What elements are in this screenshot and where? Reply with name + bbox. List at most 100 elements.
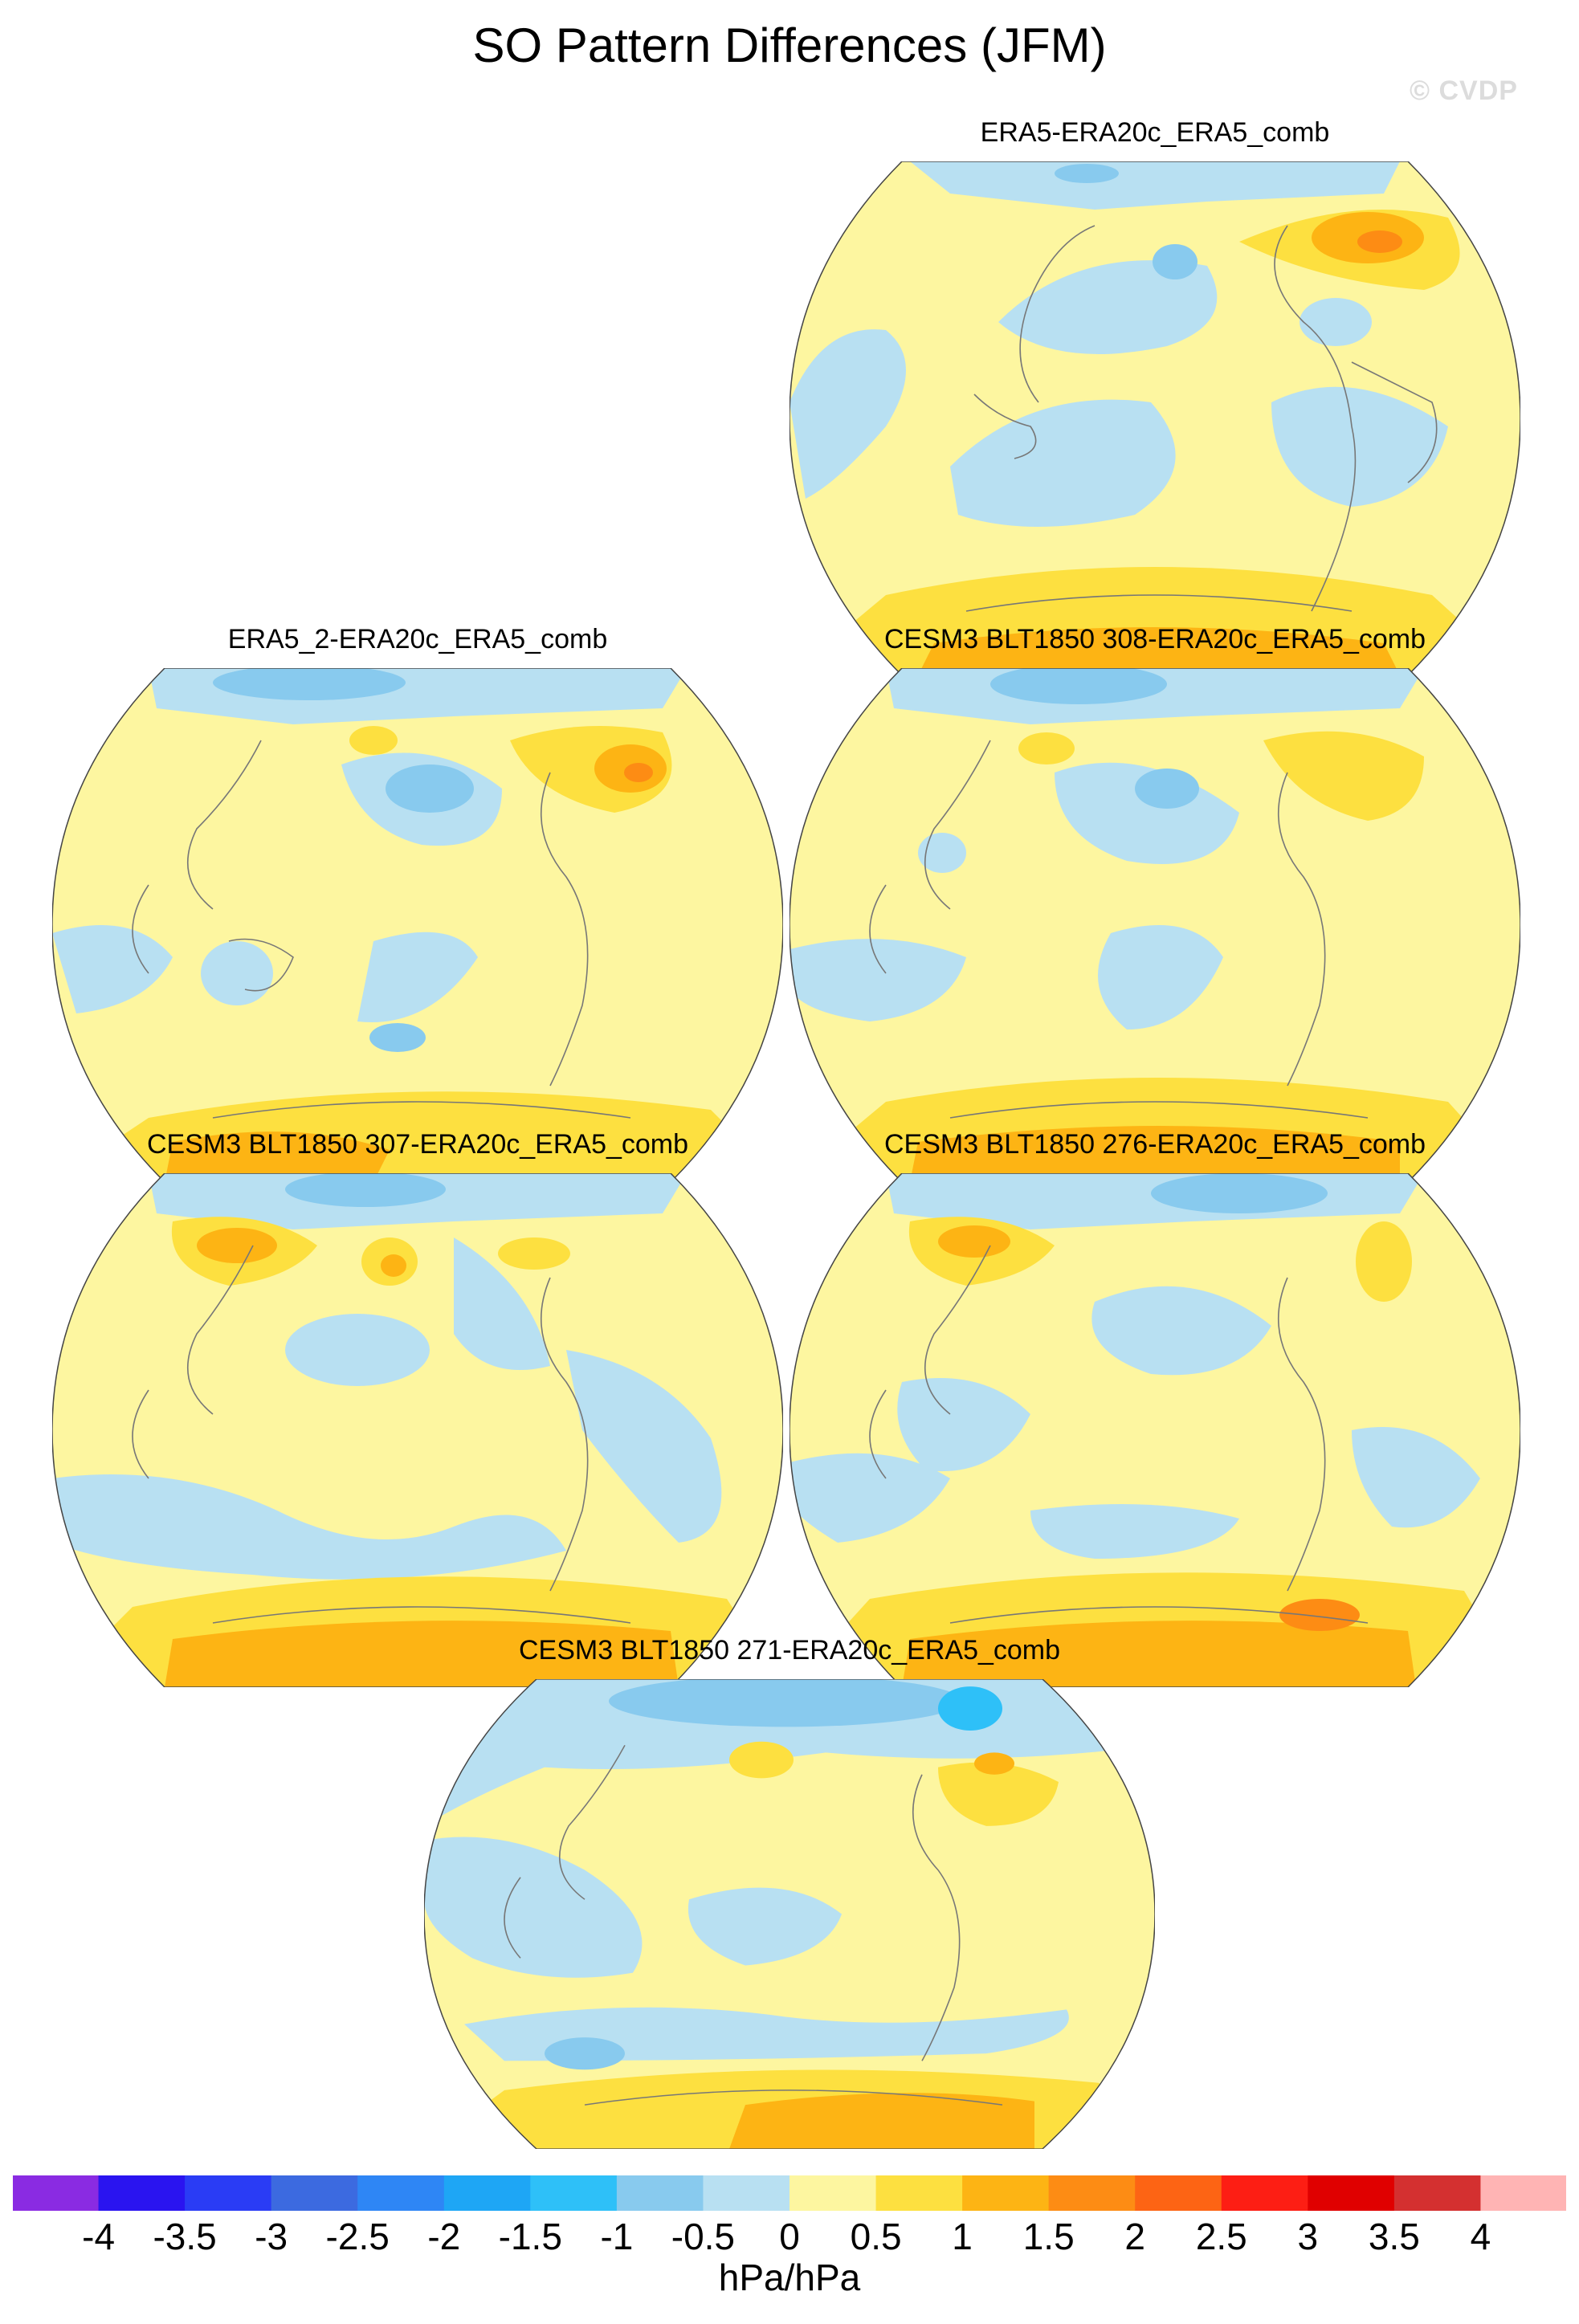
colorbar-swatch bbox=[1135, 2175, 1222, 2212]
negative-anomaly bbox=[285, 1314, 430, 1386]
negative-anomaly bbox=[1030, 1504, 1239, 1559]
map-border bbox=[52, 1173, 783, 1687]
negative-anomaly-core bbox=[285, 1173, 446, 1207]
colorbar-swatch bbox=[962, 2175, 1050, 2212]
watermark: © CVDP bbox=[1410, 75, 1518, 106]
robinson-map bbox=[790, 668, 1520, 1182]
colorbar-swatch bbox=[1480, 2175, 1567, 2212]
colorbar-tick-label: -0.5 bbox=[671, 2216, 736, 2257]
colorbar-tick-label: -1 bbox=[600, 2216, 634, 2257]
colorbar-swatch bbox=[357, 2175, 445, 2212]
colorbar-swatch bbox=[616, 2175, 704, 2212]
negative-anomaly-core bbox=[369, 1023, 426, 1052]
negative-anomaly bbox=[566, 1350, 722, 1543]
colorbar-tick-label: -1.5 bbox=[498, 2216, 562, 2257]
negative-anomaly bbox=[998, 260, 1218, 354]
positive-anomaly bbox=[1018, 732, 1075, 764]
negative-anomaly-core bbox=[1055, 164, 1119, 183]
colorbar-swatch bbox=[271, 2175, 358, 2212]
map-panel-6: CESM3 BLT1850 271-ERA20c_ERA5_comb bbox=[424, 1634, 1155, 2212]
negative-anomaly-core bbox=[386, 764, 474, 813]
positive-anomaly bbox=[1263, 731, 1424, 821]
positive-anomaly-core bbox=[729, 2093, 1034, 2149]
negative-anomaly bbox=[790, 329, 906, 499]
negative-anomaly bbox=[897, 1378, 1030, 1472]
positive-anomaly-core bbox=[165, 1131, 390, 1182]
colorbar-tick-label: -4 bbox=[82, 2216, 116, 2257]
colorbar-tick-label: 3 bbox=[1297, 2216, 1319, 2257]
positive-anomaly bbox=[349, 726, 398, 755]
negative-anomaly bbox=[1098, 925, 1223, 1029]
map-panel-1: ERA5-ERA20c_ERA5_comb bbox=[790, 116, 1520, 695]
negative-anomaly bbox=[454, 1237, 550, 1370]
map-border bbox=[52, 668, 783, 1182]
colorbar-swatch bbox=[1221, 2175, 1308, 2212]
coastlines bbox=[504, 1744, 1003, 2106]
colorbar-swatch bbox=[1393, 2175, 1481, 2212]
map-panel-3: CESM3 BLT1850 308-ERA20c_ERA5_comb bbox=[790, 623, 1520, 1201]
colorbar bbox=[12, 2175, 1567, 2212]
negative-anomaly bbox=[910, 161, 1400, 210]
negative-anomaly bbox=[687, 1887, 842, 1966]
negative-anomaly bbox=[357, 932, 478, 1022]
positive-anomaly-core bbox=[918, 627, 1400, 675]
colorbar-swatch bbox=[790, 2175, 877, 2212]
positive-anomaly-core bbox=[165, 1621, 679, 1687]
colorbar-swatch bbox=[875, 2175, 963, 2212]
map-panel-2: ERA5_2-ERA20c_ERA5_comb bbox=[52, 623, 783, 1201]
panel-title: ERA5_2-ERA20c_ERA5_comb bbox=[227, 624, 608, 654]
positive-anomaly bbox=[938, 1762, 1059, 1826]
negative-anomaly bbox=[790, 939, 966, 1021]
panel-title: CESM3 BLT1850 276-ERA20c_ERA5_comb bbox=[883, 1129, 1426, 1160]
colorbar-tick-label: 1.5 bbox=[1022, 2216, 1075, 2257]
colorbar-tick-label: 1 bbox=[952, 2216, 973, 2257]
colorbar-swatch bbox=[1048, 2175, 1136, 2212]
negative-anomaly bbox=[1091, 1286, 1271, 1376]
robinson-map bbox=[790, 1173, 1520, 1687]
colorbar-swatch bbox=[1308, 2175, 1395, 2212]
positive-anomaly-core bbox=[938, 1225, 1010, 1258]
negative-anomaly bbox=[1300, 298, 1372, 346]
positive-anomaly-core bbox=[910, 1126, 1400, 1182]
negative-anomaly-core bbox=[990, 668, 1167, 704]
robinson-map bbox=[790, 161, 1520, 675]
panel-title: CESM3 BLT1850 307-ERA20c_ERA5_comb bbox=[146, 1129, 689, 1160]
positive-anomaly bbox=[498, 1237, 570, 1270]
negative-anomaly bbox=[1352, 1427, 1480, 1528]
negative-anomaly-core bbox=[1153, 244, 1198, 279]
colorbar-tick-label: -2 bbox=[427, 2216, 461, 2257]
colorbar-tick-label: -3 bbox=[255, 2216, 288, 2257]
map-border bbox=[424, 1679, 1155, 2149]
colorbar-tick-label: 3.5 bbox=[1368, 2216, 1420, 2257]
positive-anomaly bbox=[729, 1741, 794, 1779]
colorbar-tick-label: -3.5 bbox=[153, 2216, 217, 2257]
negative-anomaly-strong bbox=[938, 1686, 1002, 1731]
coastlines bbox=[869, 1245, 1369, 1624]
negative-anomaly bbox=[950, 399, 1176, 527]
figure-title: SO Pattern Differences (JFM) bbox=[472, 18, 1107, 72]
colorbar-tick-label: 4 bbox=[1470, 2216, 1491, 2257]
positive-anomaly-peak bbox=[1357, 230, 1402, 253]
panel-title: ERA5-ERA20c_ERA5_comb bbox=[980, 117, 1330, 148]
positive-anomaly-core bbox=[197, 1228, 277, 1263]
positive-anomaly-core bbox=[381, 1254, 406, 1277]
coastlines bbox=[869, 740, 1369, 1119]
colorbar-tick-label: -2.5 bbox=[325, 2216, 390, 2257]
negative-anomaly bbox=[52, 925, 173, 1013]
coastlines bbox=[132, 1245, 631, 1624]
robinson-map bbox=[52, 1173, 783, 1687]
colorbar-tick-label: 2 bbox=[1124, 2216, 1145, 2257]
negative-anomaly bbox=[201, 941, 273, 1005]
negative-anomaly-core bbox=[1151, 1173, 1328, 1213]
negative-anomaly-core bbox=[609, 1679, 962, 1727]
colorbar-units: hPa/hPa bbox=[718, 2257, 861, 2298]
map-border bbox=[790, 1173, 1520, 1687]
colorbar-swatch bbox=[98, 2175, 186, 2212]
robinson-map bbox=[424, 1679, 1155, 2149]
colorbar-tick-label: 0 bbox=[779, 2216, 800, 2257]
colorbar-swatch bbox=[703, 2175, 790, 2212]
positive-anomaly-peak bbox=[1279, 1599, 1360, 1631]
negative-anomaly-core bbox=[545, 2037, 625, 2070]
panel-title: CESM3 BLT1850 271-ERA20c_ERA5_comb bbox=[518, 1635, 1061, 1666]
map-panel-5: CESM3 BLT1850 276-ERA20c_ERA5_comb bbox=[790, 1128, 1520, 1706]
